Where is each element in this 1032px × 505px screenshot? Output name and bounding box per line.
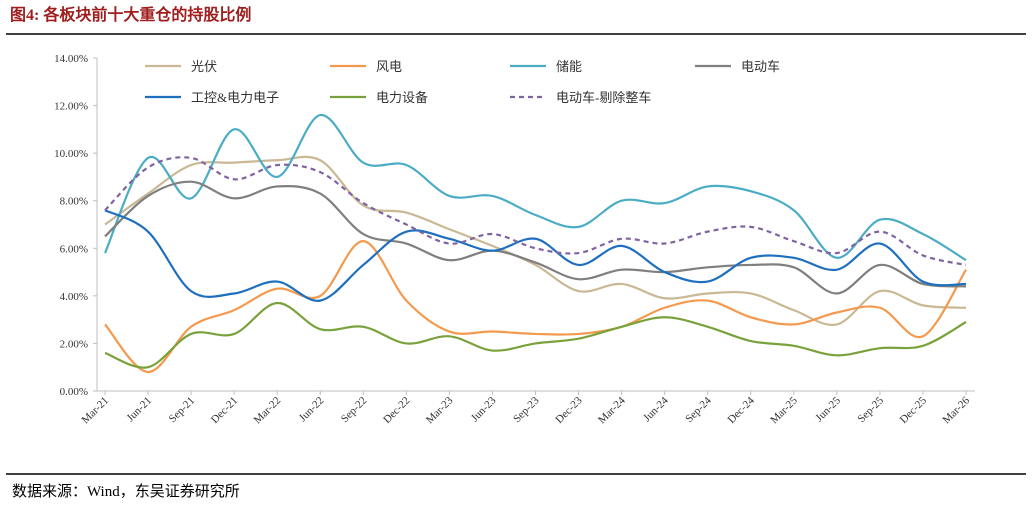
x-tick-label: Mar-25 [768,394,800,426]
x-tick-label: Sep-24 [683,394,714,425]
series-line [104,156,967,267]
x-tick-label: Dec-22 [381,395,412,426]
legend-label: 电力设备 [376,90,428,105]
y-tick-label: 12.00% [54,101,88,113]
x-tick-label: Mar-26 [940,394,972,426]
x-tick-label: Jun-25 [813,394,843,424]
x-tick-label: Sep-23 [511,394,542,425]
y-tick-label: 6.00% [60,243,88,255]
x-tick-label: Jun-24 [641,394,671,424]
x-tick-label: Mar-24 [596,394,628,426]
legend-label: 光伏 [191,59,217,74]
y-tick-label: 2.00% [60,338,88,350]
x-tick-label: Sep-22 [339,395,370,426]
chart-title: 图4: 各板块前十大重仓的持股比例 [10,5,251,24]
source: 数据来源：Wind，东吴证券研究所 [12,483,240,500]
x-tick-label: Mar-22 [252,395,284,427]
series-line [104,180,967,295]
x-tick-label: Jun-23 [469,394,499,424]
y-tick-label: 8.00% [60,196,88,208]
series-line [104,240,967,374]
x-tick-label: Dec-25 [898,394,930,426]
x-tick-label: Dec-23 [553,394,585,426]
series-line [104,209,967,302]
x-tick-label: Jun-22 [297,395,327,425]
x-tick-label: Dec-24 [725,394,757,426]
y-tick-label: 4.00% [60,291,88,303]
legend-label: 工控&电力电子 [191,90,279,105]
x-tick-label: Mar-23 [424,394,456,426]
series-line [103,113,967,262]
series-line [104,301,967,369]
x-tick-label: Sep-25 [855,394,886,425]
legend-label: 储能 [556,59,582,74]
legend-label: 电动车 [741,59,780,74]
x-tick-label: Dec-21 [209,395,240,426]
y-tick-label: 10.00% [54,148,88,160]
series-line [104,155,967,327]
x-tick-label: Mar-21 [79,395,111,427]
legend-label: 电动车-剔除整车 [556,90,651,105]
x-tick-label: Jun-21 [125,395,155,425]
x-tick-label: Sep-21 [167,395,198,426]
y-tick-label: 0.00% [60,386,88,398]
y-tick-label: 14.00% [54,53,88,65]
legend-label: 风电 [376,59,402,74]
